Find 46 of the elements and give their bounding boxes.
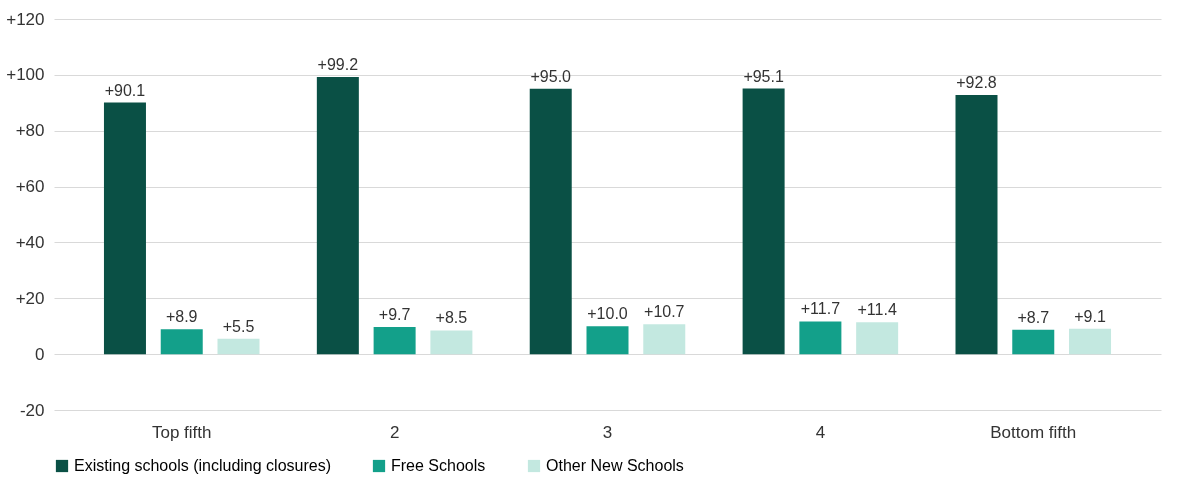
x-tick-label: 2 — [389, 422, 400, 442]
data-label: +99.2 — [317, 56, 359, 74]
data-label: +5.5 — [222, 317, 255, 335]
data-label: +8.5 — [435, 309, 468, 327]
data-label: +11.4 — [857, 301, 897, 319]
data-label: +9.7 — [378, 306, 411, 324]
legend-label: Other New Schools — [546, 457, 684, 474]
y-tick-label: +40 — [15, 232, 45, 252]
bar — [529, 88, 572, 355]
y-tick-label: +20 — [15, 288, 45, 308]
y-tick-label: +120 — [6, 9, 45, 29]
bar — [103, 102, 146, 355]
bar — [316, 77, 359, 355]
data-label: +8.9 — [165, 308, 198, 326]
bar — [643, 324, 686, 355]
bar — [955, 94, 998, 355]
data-label: +11.7 — [800, 300, 841, 318]
bar — [373, 327, 416, 355]
bar — [430, 330, 473, 355]
bar — [1012, 329, 1055, 355]
bar — [856, 322, 899, 355]
x-tick-label: 3 — [602, 422, 613, 442]
y-tick-label: +60 — [15, 177, 45, 197]
data-label: +8.7 — [1017, 308, 1050, 326]
x-tick-label: Bottom fifth — [990, 422, 1077, 442]
bar — [742, 88, 785, 355]
data-label: +95.1 — [743, 67, 784, 85]
bar — [217, 338, 260, 355]
y-tick-label: +100 — [6, 65, 45, 85]
y-tick-label: 0 — [35, 344, 45, 364]
data-label: +90.1 — [104, 81, 146, 99]
data-label: +95.0 — [530, 67, 572, 85]
x-tick-label: 4 — [815, 422, 826, 442]
x-tick-label: Top fifth — [151, 422, 212, 442]
y-tick-label: +80 — [15, 121, 45, 141]
legend-label: Existing schools (including closures) — [74, 457, 331, 474]
bar — [1069, 328, 1112, 355]
bar — [586, 326, 629, 355]
data-label: +92.8 — [956, 73, 997, 91]
data-label: +9.1 — [1074, 307, 1106, 325]
bar — [799, 321, 842, 355]
bar — [160, 329, 203, 355]
data-label: +10.0 — [587, 305, 628, 323]
y-tick-label: -20 — [19, 400, 45, 420]
data-label: +10.7 — [644, 303, 685, 321]
legend-label: Free Schools — [391, 457, 486, 474]
